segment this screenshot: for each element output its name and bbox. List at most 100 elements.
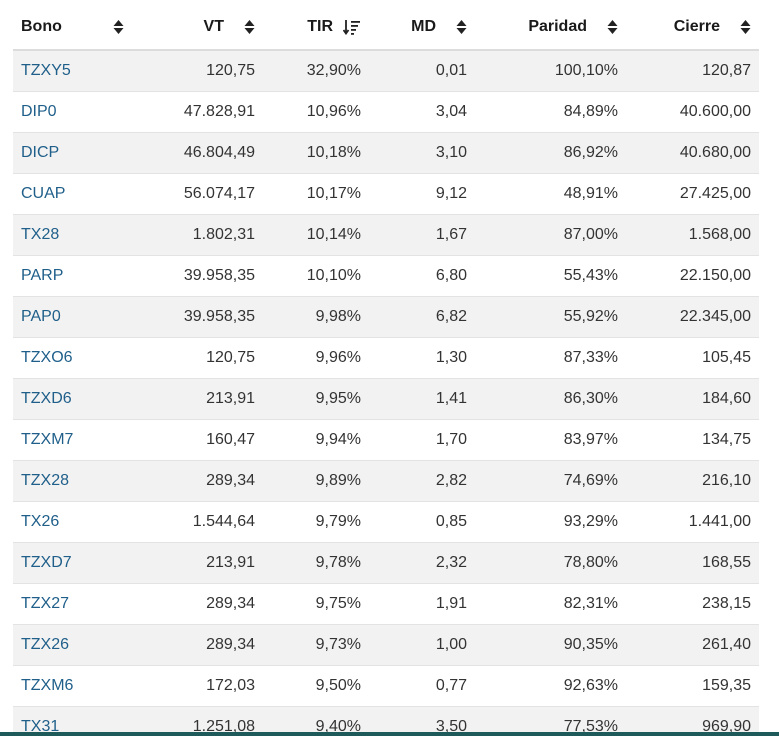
cell-vt: 172,03	[129, 665, 263, 707]
table-row[interactable]: TZX27 289,34 9,75% 1,91 82,31% 238,15	[13, 583, 759, 625]
sort-updown-icon[interactable]	[456, 19, 467, 35]
cell-md: 1,70	[369, 419, 475, 461]
cell-cierre: 184,60	[626, 378, 759, 420]
cell-cierre: 969,90	[626, 706, 759, 736]
cell-md: 3,04	[369, 91, 475, 133]
cell-tir: 9,75%	[263, 583, 369, 625]
cell-md: 1,41	[369, 378, 475, 420]
cell-bono: TZXD6	[13, 378, 129, 420]
sort-updown-icon[interactable]	[740, 19, 751, 35]
table-row[interactable]: TZX28 289,34 9,89% 2,82 74,69% 216,10	[13, 460, 759, 502]
cell-tir: 9,95%	[263, 378, 369, 420]
cell-md: 0,77	[369, 665, 475, 707]
bono-link[interactable]: PAP0	[21, 307, 61, 325]
column-label: VT	[203, 18, 224, 35]
cell-cierre: 1.568,00	[626, 214, 759, 256]
bono-link[interactable]: CUAP	[21, 184, 66, 202]
cell-cierre: 22.345,00	[626, 296, 759, 338]
sort-updown-icon[interactable]	[244, 19, 255, 35]
bono-link[interactable]: TX31	[21, 717, 60, 735]
table-row[interactable]: PARP 39.958,35 10,10% 6,80 55,43% 22.150,00	[13, 255, 759, 297]
cell-vt: 120,75	[129, 50, 263, 92]
column-label: Bono	[21, 18, 62, 35]
table-row[interactable]: DIP0 47.828,91 10,96% 3,04 84,89% 40.600,00	[13, 91, 759, 133]
column-header-cierre[interactable]: Cierre	[626, 5, 759, 51]
cell-vt: 213,91	[129, 542, 263, 584]
table-row[interactable]: CUAP 56.074,17 10,17% 9,12 48,91% 27.425,00	[13, 173, 759, 215]
column-label: TIR	[307, 18, 333, 35]
cell-md: 9,12	[369, 173, 475, 215]
sort-updown-icon[interactable]	[113, 19, 124, 35]
column-header-bono[interactable]: Bono	[13, 5, 129, 51]
bono-link[interactable]: DICP	[21, 143, 60, 161]
table-row[interactable]: TZXD7 213,91 9,78% 2,32 78,80% 168,55	[13, 542, 759, 584]
cell-cierre: 159,35	[626, 665, 759, 707]
bono-link[interactable]: PARP	[21, 266, 64, 284]
cell-vt: 289,34	[129, 624, 263, 666]
sort-updown-icon[interactable]	[607, 19, 618, 35]
cell-tir: 9,79%	[263, 501, 369, 543]
column-label: MD	[411, 18, 436, 35]
cell-vt: 39.958,35	[129, 296, 263, 338]
bono-link[interactable]: TZX26	[21, 635, 70, 653]
cell-vt: 1.544,64	[129, 501, 263, 543]
table-row[interactable]: TZXD6 213,91 9,95% 1,41 86,30% 184,60	[13, 378, 759, 420]
bono-link[interactable]: TZXM7	[21, 430, 74, 448]
cell-cierre: 22.150,00	[626, 255, 759, 297]
cell-paridad: 82,31%	[475, 583, 626, 625]
sort-amount-down-icon[interactable]	[343, 19, 361, 35]
bono-link[interactable]: TZX27	[21, 594, 70, 612]
bono-link[interactable]: TX26	[21, 512, 60, 530]
table-row[interactable]: TZX26 289,34 9,73% 1,00 90,35% 261,40	[13, 624, 759, 666]
cell-md: 1,91	[369, 583, 475, 625]
cell-cierre: 168,55	[626, 542, 759, 584]
table-row[interactable]: TZXM7 160,47 9,94% 1,70 83,97% 134,75	[13, 419, 759, 461]
cell-bono: PAP0	[13, 296, 129, 338]
table-row[interactable]: TX28 1.802,31 10,14% 1,67 87,00% 1.568,00	[13, 214, 759, 256]
bono-link[interactable]: DIP0	[21, 102, 57, 120]
cell-paridad: 83,97%	[475, 419, 626, 461]
cell-paridad: 87,00%	[475, 214, 626, 256]
column-header-vt[interactable]: VT	[129, 5, 263, 51]
cell-tir: 10,14%	[263, 214, 369, 256]
table-row[interactable]: TZXY5 120,75 32,90% 0,01 100,10% 120,87	[13, 50, 759, 92]
cell-bono: TZXM6	[13, 665, 129, 707]
column-header-md[interactable]: MD	[369, 5, 475, 51]
cell-tir: 9,96%	[263, 337, 369, 379]
table-row[interactable]: TZXO6 120,75 9,96% 1,30 87,33% 105,45	[13, 337, 759, 379]
cell-md: 6,80	[369, 255, 475, 297]
cell-bono: TZXD7	[13, 542, 129, 584]
cell-md: 6,82	[369, 296, 475, 338]
column-header-paridad[interactable]: Paridad	[475, 5, 626, 51]
cell-vt: 289,34	[129, 583, 263, 625]
cell-paridad: 92,63%	[475, 665, 626, 707]
bono-link[interactable]: TZXD6	[21, 389, 72, 407]
cell-md: 2,32	[369, 542, 475, 584]
cell-cierre: 120,87	[626, 50, 759, 92]
table-row[interactable]: DICP 46.804,49 10,18% 3,10 86,92% 40.680,00	[13, 132, 759, 174]
bono-link[interactable]: TZXD7	[21, 553, 72, 571]
header-row: Bono VT TIR	[13, 5, 759, 51]
bono-link[interactable]: TZX28	[21, 471, 70, 489]
table-row[interactable]: TX31 1.251,08 9,40% 3,50 77,53% 969,90	[13, 706, 759, 736]
bono-link[interactable]: TZXM6	[21, 676, 74, 694]
cell-md: 0,85	[369, 501, 475, 543]
bono-link[interactable]: TZXY5	[21, 61, 71, 79]
table-row[interactable]: PAP0 39.958,35 9,98% 6,82 55,92% 22.345,00	[13, 296, 759, 338]
bonds-table: Bono VT TIR	[13, 5, 759, 736]
cell-paridad: 86,92%	[475, 132, 626, 174]
table-row[interactable]: TZXM6 172,03 9,50% 0,77 92,63% 159,35	[13, 665, 759, 707]
bono-link[interactable]: TZXO6	[21, 348, 73, 366]
cell-paridad: 55,92%	[475, 296, 626, 338]
table-header: Bono VT TIR	[13, 5, 759, 51]
bono-link[interactable]: TX28	[21, 225, 60, 243]
cell-bono: DICP	[13, 132, 129, 174]
cell-bono: CUAP	[13, 173, 129, 215]
cell-paridad: 77,53%	[475, 706, 626, 736]
table-row[interactable]: TX26 1.544,64 9,79% 0,85 93,29% 1.441,00	[13, 501, 759, 543]
cell-paridad: 74,69%	[475, 460, 626, 502]
cell-cierre: 27.425,00	[626, 173, 759, 215]
cell-vt: 120,75	[129, 337, 263, 379]
column-header-tir[interactable]: TIR	[263, 5, 369, 51]
